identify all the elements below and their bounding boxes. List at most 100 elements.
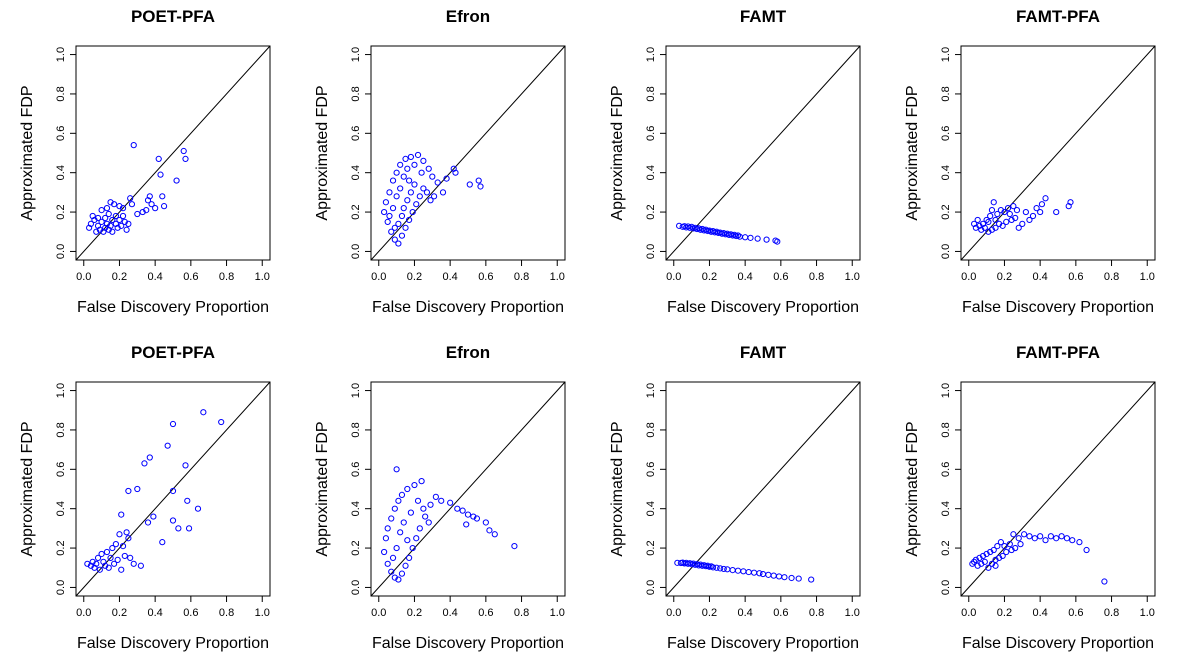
x-tick-label: 1.0 [1140, 271, 1155, 283]
y-tick-label: 0.0 [350, 244, 362, 259]
chart-title: POET-PFA [131, 343, 215, 362]
reference-line [370, 45, 566, 261]
data-point [427, 501, 434, 508]
data-point [1003, 548, 1010, 556]
plot-frame [75, 381, 271, 597]
plot-frame [370, 45, 566, 261]
data-point [218, 418, 225, 426]
data-point [808, 576, 815, 583]
data-point [384, 218, 391, 226]
x-axis-label: False Discovery Proportion [372, 299, 564, 316]
data-point [1058, 533, 1065, 540]
x-tick-label: 1.0 [550, 271, 565, 283]
data-point [439, 189, 447, 196]
data-point [389, 205, 397, 212]
data-point [754, 235, 761, 242]
scatter-points [971, 195, 1074, 235]
data-point [486, 527, 493, 534]
data-point [388, 228, 395, 235]
data-point [94, 214, 102, 222]
data-point [200, 409, 207, 416]
data-point [679, 559, 686, 566]
data-point [121, 552, 128, 560]
data-point [720, 565, 727, 573]
x-tick-label: 0.0 [76, 607, 91, 619]
data-point [382, 535, 389, 542]
data-point [727, 231, 734, 238]
y-axis-label: Approximated FDP [609, 421, 626, 556]
y-tick-label: 0.6 [940, 462, 952, 477]
data-point [676, 222, 683, 229]
data-point [1083, 546, 1090, 554]
data-point [118, 511, 125, 518]
x-tick-label: 0.6 [183, 607, 198, 619]
data-point [795, 575, 802, 582]
x-tick-label: 0.4 [738, 607, 753, 619]
data-point [1017, 541, 1024, 548]
reference-line [75, 381, 271, 597]
data-point [159, 539, 166, 546]
x-tick-label: 0.2 [407, 607, 422, 619]
scatter-plot: POET-PFA 0.0 0.2 0.4 0.6 0.8 1.0 0.0 0.2 0.4 0.6 0.… [19, 343, 271, 652]
data-point [411, 181, 418, 188]
chart-title: FAMT [740, 7, 787, 26]
data-point [1003, 218, 1010, 226]
data-point [107, 554, 114, 562]
y-axis-label: Approximated FDP [314, 85, 331, 220]
data-point [112, 541, 119, 548]
data-point [781, 574, 788, 581]
x-tick-label: 0.0 [666, 271, 681, 283]
data-point [1010, 203, 1017, 210]
data-point [159, 193, 166, 200]
data-point [98, 218, 105, 226]
data-point [1001, 542, 1008, 550]
data-point [1038, 201, 1046, 208]
y-tick-label: 1.0 [350, 383, 362, 398]
reference-line [665, 45, 861, 261]
data-point [381, 548, 388, 556]
data-point [118, 222, 125, 229]
y-tick-label: 0.2 [350, 204, 362, 219]
data-point [146, 454, 153, 461]
data-point [717, 565, 724, 572]
data-point [384, 525, 391, 532]
data-point [425, 519, 432, 526]
data-point [1031, 535, 1038, 542]
data-point [695, 225, 702, 232]
y-tick-label: 0.2 [940, 204, 952, 219]
data-point [119, 542, 127, 550]
x-tick-label: 0.8 [219, 607, 234, 619]
data-point [997, 539, 1004, 546]
y-tick-label: 1.0 [645, 383, 657, 398]
reference-line [75, 45, 271, 261]
data-point [416, 193, 423, 200]
data-point [416, 525, 423, 532]
data-point [418, 478, 425, 485]
data-point [729, 567, 736, 574]
data-point [1069, 537, 1076, 544]
data-point [684, 223, 692, 230]
data-point [992, 216, 999, 224]
data-point [389, 554, 397, 562]
y-axis-label: Approximated FDP [904, 421, 921, 556]
scatter-points [86, 142, 189, 235]
data-point [720, 230, 727, 237]
x-tick-label: 1.0 [255, 607, 270, 619]
data-point [400, 519, 407, 526]
data-point [93, 560, 100, 567]
data-point [1015, 535, 1022, 542]
chart-title: FAMT-PFA [1016, 7, 1100, 26]
data-point [511, 542, 518, 550]
data-point [997, 206, 1004, 214]
data-point [102, 214, 109, 222]
data-point [407, 189, 414, 196]
data-point [765, 571, 772, 578]
data-point [1006, 541, 1013, 548]
data-point [194, 505, 202, 512]
data-point [384, 560, 391, 567]
x-tick-label: 0.6 [478, 271, 493, 283]
data-point [690, 560, 697, 567]
data-point [125, 535, 132, 542]
y-tick-label: 0.8 [940, 422, 952, 437]
data-point [432, 493, 439, 500]
